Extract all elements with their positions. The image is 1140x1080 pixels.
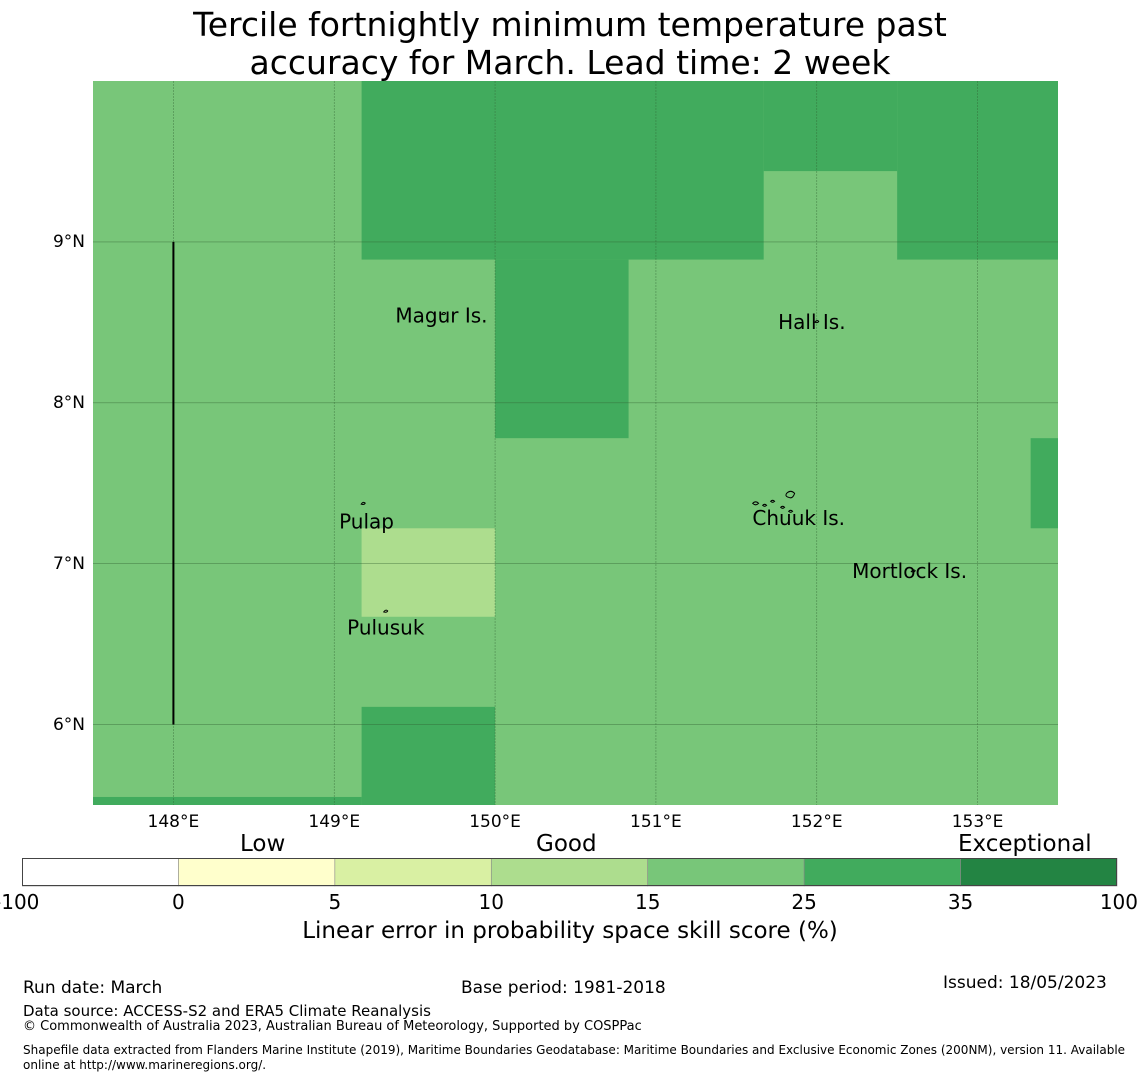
- colorbar-category-low: Low: [240, 831, 286, 857]
- island-outline: [360, 501, 366, 505]
- colorbar-segment: [22, 858, 179, 887]
- longitude-tick-label: 151°E: [630, 812, 682, 832]
- base-period: Base period: 1981-2018: [461, 978, 666, 998]
- run-date: Run date: March: [23, 978, 163, 998]
- island-shapes: [360, 311, 916, 613]
- skill-cell-8: [93, 796, 362, 805]
- colorbar-tick-label: 100: [1099, 890, 1138, 914]
- colorbar-segment: [960, 858, 1118, 887]
- skill-cell-2: [763, 81, 898, 172]
- data-source: Data source: ACCESS-S2 and ERA5 Climate …: [23, 1002, 431, 1020]
- island-outline: [440, 311, 447, 316]
- island-label: Mortlock Is.: [852, 559, 967, 583]
- colorbar-tick-label: 0: [172, 890, 185, 914]
- skill-map: Magur Is. Hall Is. Pulap Chuuk Is. Mortlock …: [93, 81, 1058, 805]
- skill-cell-4: [495, 259, 629, 439]
- island-label: Magur Is.: [395, 303, 487, 327]
- longitude-tick-label: 150°E: [469, 812, 521, 832]
- island-label: Pulusuk: [347, 615, 425, 639]
- island-label: Chuuk Is.: [752, 506, 845, 530]
- colorbar-category-exceptional: Exceptional: [958, 831, 1092, 857]
- map-title: Tercile fortnightly minimum temperature …: [193, 5, 947, 82]
- colorbar-segment: [334, 858, 492, 887]
- latitude-tick-label: 7°N: [52, 553, 85, 574]
- longitude-tick-label: 148°E: [147, 812, 200, 832]
- colorbar-segment: [803, 858, 961, 887]
- issued-date: Issued: 18/05/2023: [943, 973, 1107, 993]
- island-outline: [813, 320, 820, 324]
- skill-cell-0: [361, 81, 496, 260]
- colorbar-tick-label: 25: [791, 890, 817, 914]
- colorbar: [22, 858, 1118, 887]
- island-label: Pulap: [339, 509, 394, 533]
- skill-cell-1: [495, 81, 764, 260]
- skill-map-canvas: Magur Is. Hall Is. Pulap Chuuk Is. Mortlock …: [93, 81, 1058, 805]
- island-outline: [751, 490, 796, 513]
- skill-cell-5: [1030, 438, 1058, 529]
- latitude-tick-label: 9°N: [52, 231, 85, 252]
- colorbar-tick-label: -100: [0, 890, 40, 914]
- colorbar-segment: [490, 858, 649, 887]
- colorbar-tick-label: 35: [947, 890, 974, 914]
- colorbar-label: Linear error in probability space skill …: [302, 918, 838, 944]
- latitude-tick-label: 8°N: [52, 392, 85, 413]
- island-label: Hall Is.: [778, 310, 845, 334]
- colorbar-tick-label: 10: [478, 890, 504, 914]
- island-outline: [910, 569, 916, 573]
- colorbar-tick-label: 5: [328, 890, 342, 914]
- colorbar-category-good: Good: [536, 831, 597, 857]
- colorbar-tick-label: 15: [634, 890, 661, 914]
- gridlines: [93, 81, 1058, 805]
- shapefile-credit: Shapefile data extracted from Flanders M…: [23, 1043, 1126, 1072]
- island-labels: Magur Is. Hall Is. Pulap Chuuk Is. Mortlock …: [339, 303, 967, 639]
- copyright: © Commonwealth of Australia 2023, Austra…: [23, 1019, 642, 1034]
- longitude-tick-label: 149°E: [308, 812, 361, 832]
- colorbar-segment: [178, 858, 336, 887]
- latitude-tick-label: 6°N: [52, 714, 85, 735]
- longitude-tick-label: 153°E: [951, 812, 1004, 832]
- skill-cell-6: [361, 528, 496, 617]
- colorbar-segment: [647, 858, 805, 887]
- longitude-tick-label: 152°E: [790, 812, 843, 832]
- island-outline: [382, 609, 389, 613]
- skill-cell-7: [361, 706, 496, 805]
